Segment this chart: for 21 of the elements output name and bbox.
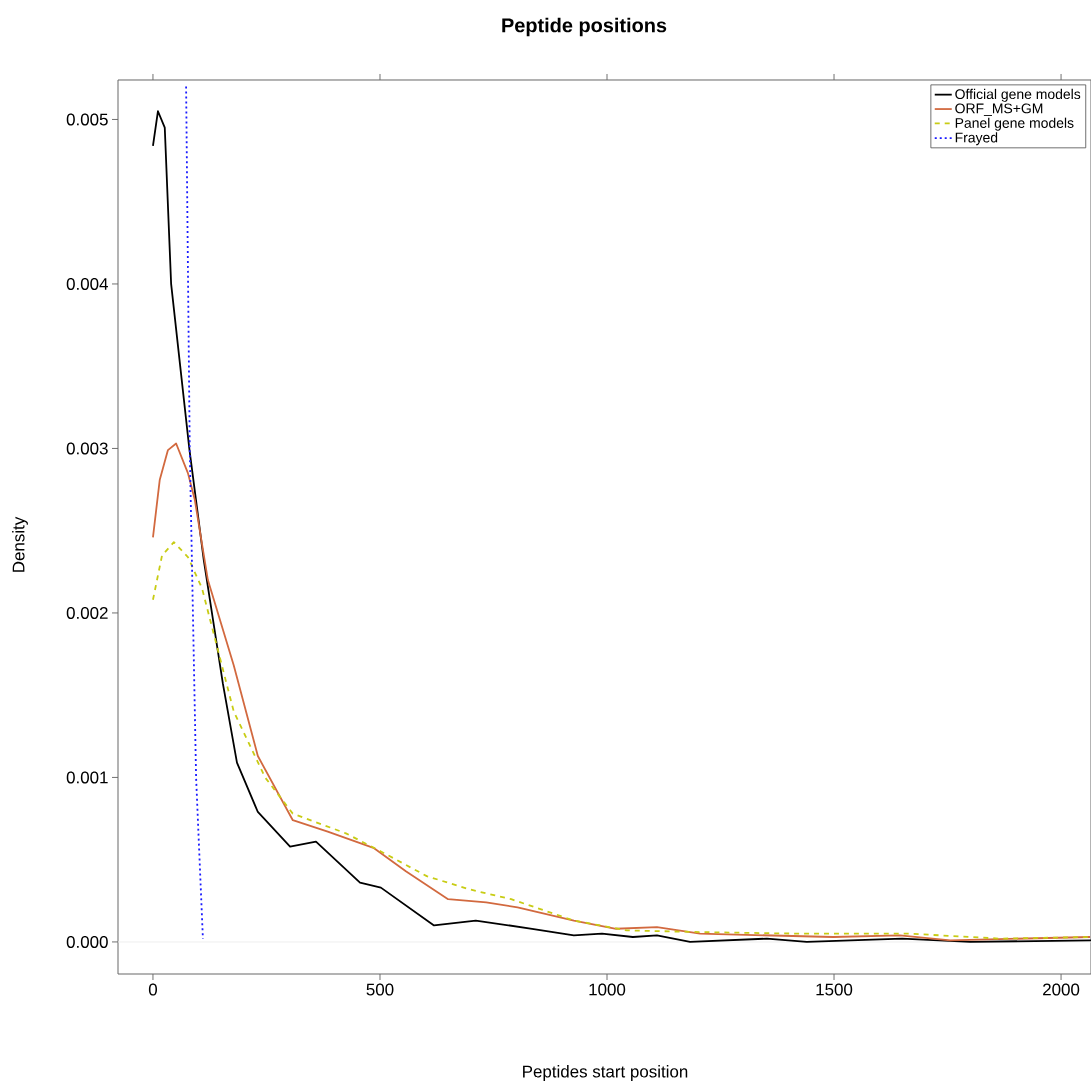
y-tick-label: 0.001 [66, 771, 108, 784]
line-series [185, 85, 204, 940]
x-tick-label: 1500 [816, 983, 853, 996]
x-tick-label: 500 [366, 983, 394, 996]
x-axis-title: Peptides start position [523, 1065, 688, 1081]
legend-label: Panel gene models [955, 117, 1074, 131]
x-tick-label: 0 [148, 983, 158, 996]
legend-label: Frayed [955, 132, 998, 146]
y-tick-label: 0.000 [66, 935, 108, 948]
y-tick-label: 0.005 [66, 113, 108, 126]
y-tick-label: 0.002 [66, 606, 108, 619]
legend-label: ORF_MS+GM [955, 103, 1043, 116]
x-tick-label: 2000 [1043, 983, 1080, 996]
line-series [152, 442, 1091, 942]
x-tick-label: 1000 [589, 983, 626, 996]
chart-title: Peptide positions [502, 17, 667, 37]
y-axis-title: Density [12, 516, 28, 572]
y-tick-label: 0.004 [66, 277, 108, 290]
line-series [152, 541, 1091, 940]
y-tick-label: 0.003 [66, 442, 108, 455]
legend-label: Official gene models [955, 88, 1081, 102]
